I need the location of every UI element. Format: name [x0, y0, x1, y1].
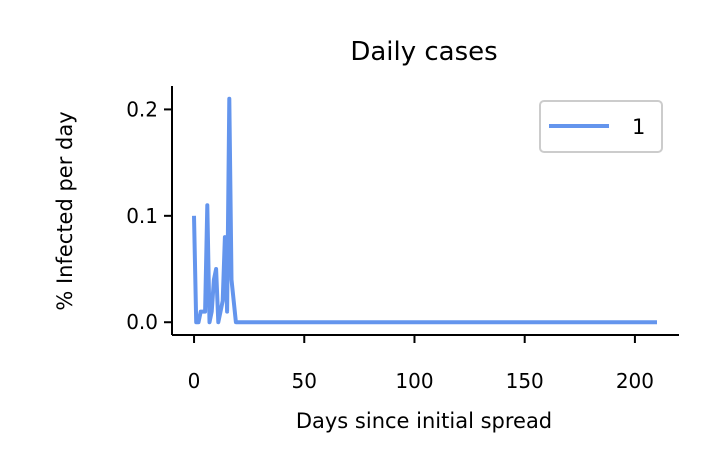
x-tick-label: 100 [395, 369, 433, 393]
x-tick-label: 0 [188, 369, 201, 393]
plot-area [192, 96, 657, 325]
chart-title: Daily cases [350, 37, 497, 67]
x-tick-label: 150 [506, 369, 544, 393]
y-axis-label: % Infected per day [53, 111, 77, 310]
y-tick-label: 0.2 [126, 97, 158, 121]
x-tick-label: 200 [616, 369, 654, 393]
series-line-1 [192, 96, 657, 325]
x-tick-label: 50 [292, 369, 317, 393]
x-axis: 0 50 100 150 200 [188, 335, 654, 393]
legend-label: 1 [632, 115, 645, 139]
y-tick-label: 0.1 [126, 204, 158, 228]
legend: 1 [539, 100, 663, 153]
y-tick-label: 0.0 [126, 310, 158, 334]
y-axis: 0.0 0.1 0.2 [126, 97, 172, 334]
x-axis-label: Days since initial spread [296, 409, 552, 433]
